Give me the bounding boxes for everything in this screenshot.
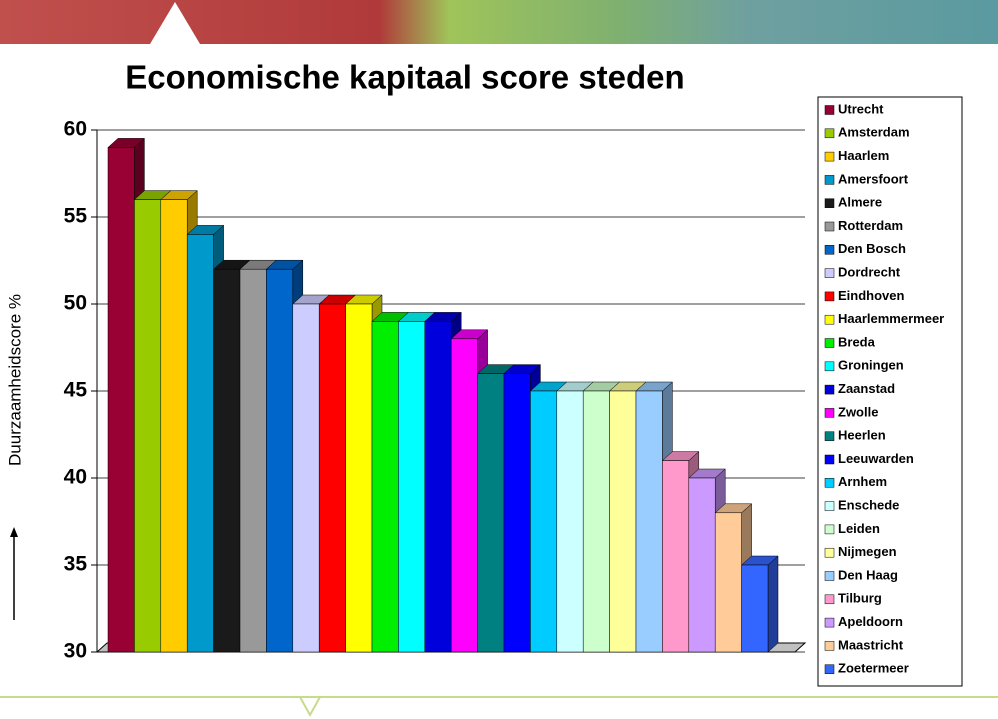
bar [240, 269, 266, 652]
legend-label: Den Haag [838, 567, 898, 582]
legend-label: Groningen [838, 358, 904, 373]
legend-swatch [825, 665, 834, 674]
bar [108, 147, 134, 652]
bar [134, 200, 160, 652]
footer-notch [300, 697, 320, 715]
legend-swatch [825, 222, 834, 231]
legend-label: Haarlemmermeer [838, 311, 944, 326]
legend-swatch [825, 455, 834, 464]
axis-arrow-head [10, 527, 18, 537]
y-tick-label: 45 [64, 379, 88, 402]
chart-title: Economische kapitaal score steden [125, 59, 684, 96]
legend-label: Den Bosch [838, 241, 906, 256]
bar [451, 339, 477, 652]
bar-side [768, 556, 778, 652]
y-tick-label: 40 [64, 466, 87, 489]
legend-label: Amersfoort [838, 171, 909, 186]
bar [742, 565, 768, 652]
legend-swatch [825, 478, 834, 487]
bar [636, 391, 662, 652]
legend-swatch [825, 432, 834, 441]
legend-swatch [825, 548, 834, 557]
y-tick-label: 35 [64, 553, 88, 576]
legend-swatch [825, 269, 834, 278]
bar [715, 513, 741, 652]
legend-swatch [825, 362, 834, 371]
legend-label: Tilburg [838, 591, 882, 606]
y-tick-label: 60 [64, 118, 87, 141]
bar [187, 234, 213, 652]
y-tick-label: 50 [64, 292, 87, 315]
header-banner [0, 0, 998, 44]
legend-swatch [825, 502, 834, 511]
legend-swatch [825, 595, 834, 604]
legend-swatch [825, 339, 834, 348]
legend-label: Enschede [838, 498, 899, 513]
bar [214, 269, 240, 652]
legend-label: Nijmegen [838, 544, 897, 559]
y-tick-label: 55 [64, 205, 88, 228]
legend-label: Maastricht [838, 637, 904, 652]
legend-label: Leeuwarden [838, 451, 914, 466]
legend-label: Zaanstad [838, 381, 895, 396]
legend-swatch [825, 315, 834, 324]
y-axis-label: Duurzaamheidscore % [5, 294, 24, 466]
bar [662, 461, 688, 652]
bar [530, 391, 556, 652]
bar [372, 321, 398, 652]
legend-swatch [825, 525, 834, 534]
legend-label: Dordrecht [838, 265, 901, 280]
legend-label: Almere [838, 195, 882, 210]
legend-label: Amsterdam [838, 125, 910, 140]
legend-label: Eindhoven [838, 288, 905, 303]
legend-label: Arnhem [838, 474, 887, 489]
legend-label: Leiden [838, 521, 880, 536]
legend-label: Apeldoorn [838, 614, 903, 629]
legend-swatch [825, 175, 834, 184]
legend-swatch [825, 572, 834, 581]
bar [319, 304, 345, 652]
legend-swatch [825, 618, 834, 627]
legend-swatch [825, 199, 834, 208]
slide: Economische kapitaal score steden Duurza… [0, 0, 998, 719]
bar [478, 374, 504, 652]
bar [689, 478, 715, 652]
legend-label: Utrecht [838, 101, 884, 116]
bar [346, 304, 372, 652]
y-tick-label: 30 [64, 640, 87, 663]
legend-label: Zoetermeer [838, 661, 909, 676]
legend-swatch [825, 152, 834, 161]
bar [161, 200, 187, 652]
bar [293, 304, 319, 652]
legend-swatch [825, 641, 834, 650]
legend-label: Zwolle [838, 404, 878, 419]
bar [583, 391, 609, 652]
legend-label: Breda [838, 334, 876, 349]
legend-label: Haarlem [838, 148, 889, 163]
bar [557, 391, 583, 652]
legend-swatch [825, 408, 834, 417]
legend-swatch [825, 245, 834, 254]
bar [266, 269, 292, 652]
bar [504, 374, 530, 652]
bar [425, 321, 451, 652]
legend-label: Heerlen [838, 428, 886, 443]
legend-swatch [825, 129, 834, 138]
bar [610, 391, 636, 652]
legend-swatch [825, 106, 834, 115]
bar [398, 321, 424, 652]
legend-swatch [825, 385, 834, 394]
legend-label: Rotterdam [838, 218, 903, 233]
legend-swatch [825, 292, 834, 301]
